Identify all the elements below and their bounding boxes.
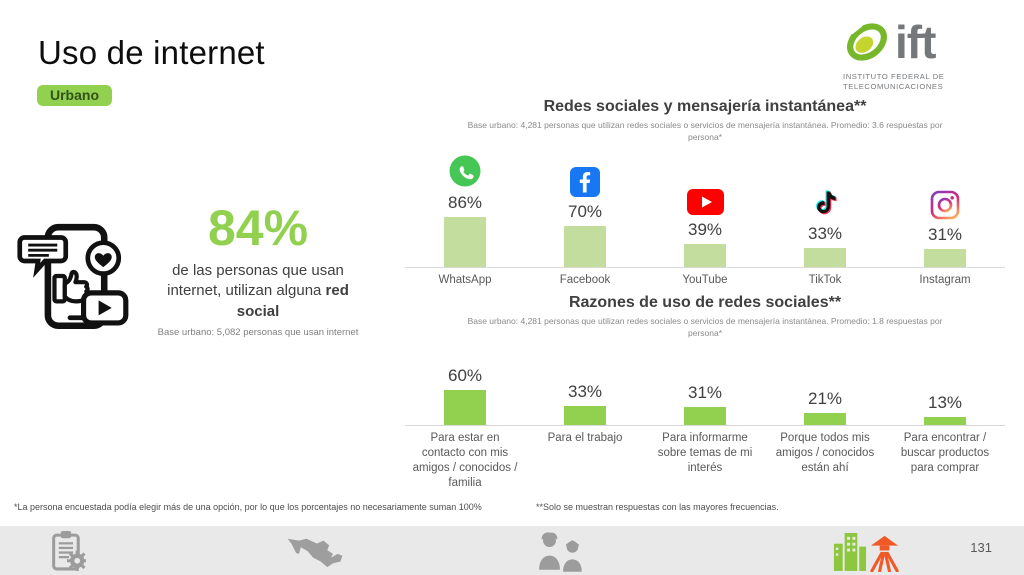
bar-value-label: 13% xyxy=(927,392,963,412)
chart2-subtitle: Base urbano: 4,281 personas que utilizan… xyxy=(467,316,943,339)
reasons-chart: Razones de uso de redes sociales** Base … xyxy=(405,294,1005,491)
chart1-subtitle: Base urbano: 4,281 personas que utilizan… xyxy=(467,120,943,143)
bar-value-label: 31% xyxy=(687,382,723,402)
bar xyxy=(564,225,606,267)
bar xyxy=(924,416,966,425)
chart2-column: 13% xyxy=(885,393,1005,425)
bar-value-label: 39% xyxy=(687,219,723,239)
instagram-icon xyxy=(930,190,960,220)
chart2-column: 21% xyxy=(765,389,885,425)
city-farm-icon xyxy=(832,529,904,573)
chart1-title: Redes sociales y mensajería instantánea*… xyxy=(543,98,867,115)
bar-value-label: 33% xyxy=(807,223,843,243)
category-label: Para encontrar / buscar productos para c… xyxy=(900,431,990,474)
chart1-column-whatsapp: 86% xyxy=(405,154,525,267)
chart1-category-labels: WhatsApp Facebook YouTube TikTok Instagr… xyxy=(405,273,1005,288)
chart2-column: 31% xyxy=(645,383,765,425)
category-label: Para informarme sobre temas de mi interé… xyxy=(657,431,753,474)
category-label: Facebook xyxy=(559,273,611,286)
bar xyxy=(924,248,966,267)
chart2-column: 33% xyxy=(525,382,645,425)
bar xyxy=(684,406,726,425)
bar xyxy=(444,216,486,267)
category-label: YouTube xyxy=(682,273,728,286)
stat-text: de las personas que usan internet, utili… xyxy=(167,262,349,320)
mexico-map-icon xyxy=(285,535,345,569)
chart1-column-tiktok: 33% xyxy=(765,189,885,267)
page-number: 131 xyxy=(970,540,992,555)
phone-social-illustration xyxy=(16,218,138,339)
tiktok-icon xyxy=(810,189,840,219)
page-title: Uso de internet xyxy=(38,34,265,71)
category-label: TikTok xyxy=(808,273,842,286)
chart2-plot-area: 60% 33% 31% 21% 13% xyxy=(405,360,1005,426)
category-label: Porque todos mis amigos / conocidos está… xyxy=(775,431,875,474)
bar xyxy=(804,247,846,267)
bar-value-label: 21% xyxy=(807,388,843,408)
bar-value-label: 31% xyxy=(927,224,963,244)
chart2-category-labels: Para estar en contacto con mis amigos / … xyxy=(405,431,1005,492)
bar-value-label: 33% xyxy=(567,381,603,401)
chart1-column-youtube: 39% xyxy=(645,188,765,267)
bar xyxy=(684,243,726,267)
chart2-column: 60% xyxy=(405,366,525,425)
bar-value-label: 60% xyxy=(447,365,483,385)
footer-bar: 131 xyxy=(0,526,1024,575)
category-label: WhatsApp xyxy=(438,273,492,286)
social-networks-chart: Redes sociales y mensajería instantánea*… xyxy=(405,98,1005,288)
category-label: Instagram xyxy=(919,273,971,286)
youtube-icon xyxy=(686,188,724,215)
category-label: Para el trabajo xyxy=(547,431,623,444)
bar xyxy=(444,389,486,425)
clipboard-gear-icon xyxy=(50,529,88,572)
stat-base-note: Base urbano: 5,082 personas que usan int… xyxy=(157,326,359,338)
urbano-badge: Urbano xyxy=(37,85,112,106)
chart1-column-facebook: 70% xyxy=(525,166,645,267)
ift-logo: ift INSTITUTO FEDERAL DE TELECOMUNICACIO… xyxy=(843,14,975,93)
chart1-plot-area: 86% 70% xyxy=(405,146,1005,268)
stat-block: 84% de las personas que usan internet, u… xyxy=(148,203,368,338)
ift-wordmark: ift xyxy=(895,16,936,68)
ift-swirl-icon xyxy=(843,14,891,70)
footnote-right: **Solo se muestran respuestas con las ma… xyxy=(536,502,779,512)
footnote-left: *La persona encuestada podía elegir más … xyxy=(14,502,482,512)
bar xyxy=(564,405,606,425)
category-label: Para estar en contacto con mis amigos / … xyxy=(412,431,518,490)
ift-caption: INSTITUTO FEDERAL DE TELECOMUNICACIONES xyxy=(843,72,945,92)
whatsapp-icon xyxy=(448,154,482,188)
bar-value-label: 86% xyxy=(447,192,483,212)
facebook-icon xyxy=(570,166,600,197)
chart1-column-instagram: 31% xyxy=(885,190,1005,267)
chart2-title: Razones de uso de redes sociales** xyxy=(568,294,842,311)
people-icon xyxy=(536,530,588,572)
bar-value-label: 70% xyxy=(567,201,603,221)
bar xyxy=(804,412,846,425)
stat-value: 84% xyxy=(207,200,309,256)
